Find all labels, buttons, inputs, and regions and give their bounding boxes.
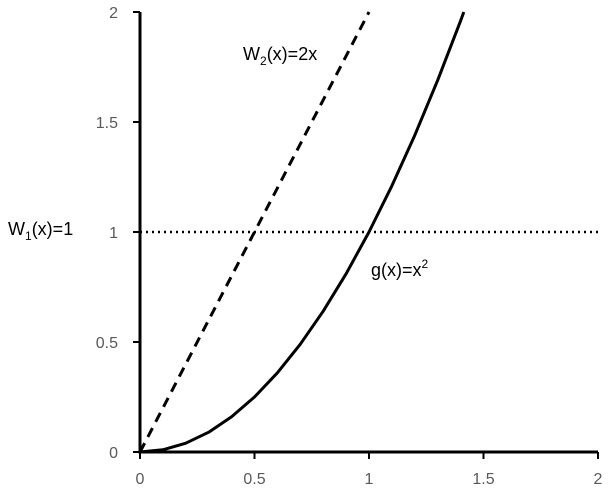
x-tick-label: 1.5 [472, 471, 494, 488]
x-tick-label: 0 [136, 471, 145, 488]
x-tick-label: 0.5 [243, 471, 265, 488]
x-tick-label: 1 [365, 471, 374, 488]
g-annotation: g(x)=x2 [371, 257, 429, 280]
tick-labels: 0 0.5 1 1.5 2 0 0.5 1 1.5 2 [96, 5, 603, 488]
tick-marks [133, 11, 599, 459]
y-tick-label: 1 [109, 225, 118, 242]
y-tick-label: 0 [109, 445, 118, 462]
w1-annotation: W1(x)=1 [8, 219, 73, 243]
curves [138, 11, 598, 454]
g-curve [139, 11, 466, 454]
y-tick-label: 1.5 [96, 115, 118, 132]
y-tick-label: 2 [109, 5, 118, 22]
w2-annotation: W2(x)=2x [243, 44, 317, 68]
x-tick-label: 2 [594, 471, 603, 488]
w2-dashed-line [138, 11, 371, 453]
y-tick-label: 0.5 [96, 335, 118, 352]
